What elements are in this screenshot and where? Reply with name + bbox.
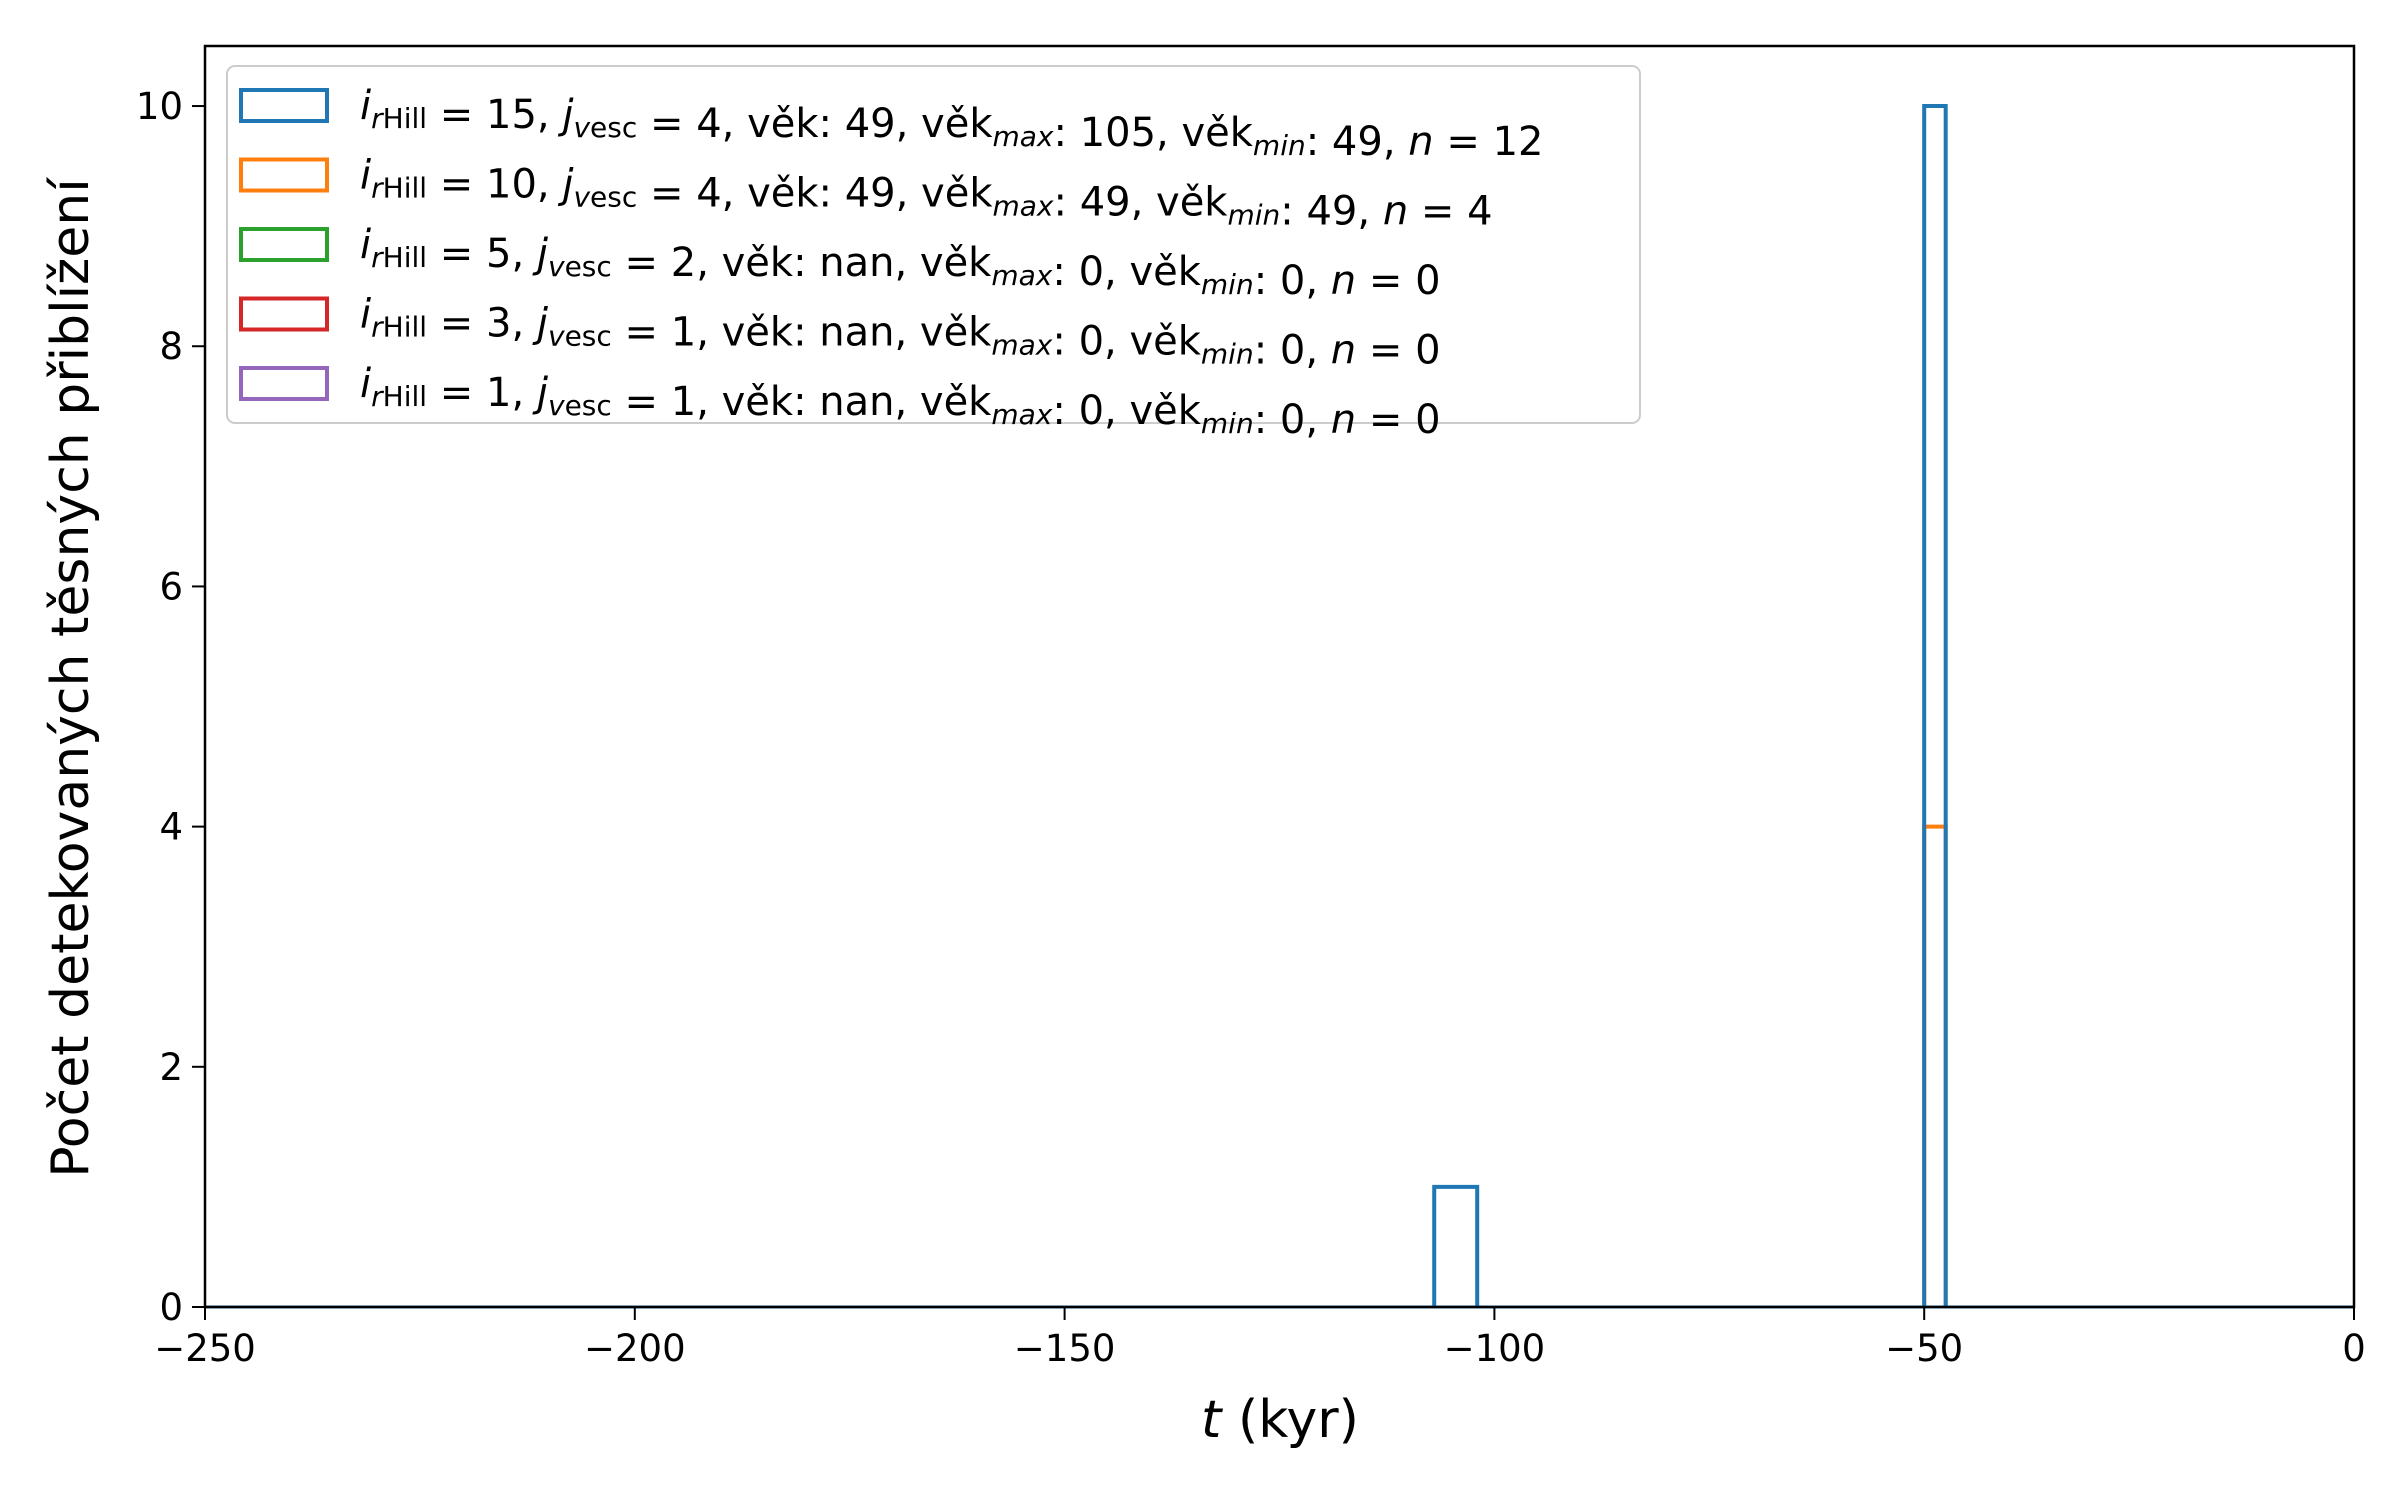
x-axis-label: t (kyr) xyxy=(1201,1390,1359,1450)
legend-entry-4: irHill = 1, jvesc = 1, věk: nan, věkmax:… xyxy=(360,361,1441,443)
y-tick-label-1: 2 xyxy=(159,1046,183,1089)
legend-swatch-1 xyxy=(239,157,329,193)
legend-swatch-4 xyxy=(239,366,329,401)
x-tick-label-3: −100 xyxy=(1444,1327,1546,1370)
plot-frame xyxy=(203,44,2356,1309)
y-axis-label: Počet detekovaných těsných přiblížení xyxy=(41,177,101,1178)
y-tick-label-4: 8 xyxy=(159,325,183,368)
legend-swatch-2 xyxy=(239,227,329,262)
x-tick-label-1: −200 xyxy=(584,1327,686,1370)
x-tick-label-2: −150 xyxy=(1014,1327,1116,1370)
y-tick-label-0: 0 xyxy=(159,1286,183,1329)
x-axis: −250 −200 −150 −100 −50 0 xyxy=(154,1307,2366,1370)
y-tick-label-2: 4 xyxy=(159,806,183,849)
legend-swatch-0 xyxy=(239,88,329,123)
legend-entry-1: irHill = 10, jvesc = 4, věk: 49, věkmax:… xyxy=(360,153,1493,235)
series-1-bar-0 xyxy=(1922,824,1948,1307)
legend-entry-3: irHill = 3, jvesc = 1, věk: nan, věkmax:… xyxy=(360,292,1441,374)
series-0-bar-0 xyxy=(1432,1184,1480,1307)
y-axis: 0 2 4 6 8 10 xyxy=(136,85,205,1329)
legend: irHill = 15, jvesc = 4, věk: 49, věkmax:… xyxy=(226,65,1641,443)
legend-swatch-3 xyxy=(239,296,329,332)
x-tick-label-4: −50 xyxy=(1885,1327,1963,1370)
legend-frame xyxy=(226,65,1641,424)
series-0-bar-1 xyxy=(1922,104,1948,1307)
x-tick-label-5: 0 xyxy=(2342,1327,2366,1370)
y-tick-label-5: 10 xyxy=(136,85,183,128)
legend-entry-2: irHill = 5, jvesc = 2, věk: nan, věkmax:… xyxy=(360,222,1441,304)
x-tick-label-0: −250 xyxy=(154,1327,256,1370)
legend-entry-0: irHill = 15, jvesc = 4, věk: 49, věkmax:… xyxy=(360,83,1543,165)
y-tick-label-3: 6 xyxy=(159,565,183,608)
